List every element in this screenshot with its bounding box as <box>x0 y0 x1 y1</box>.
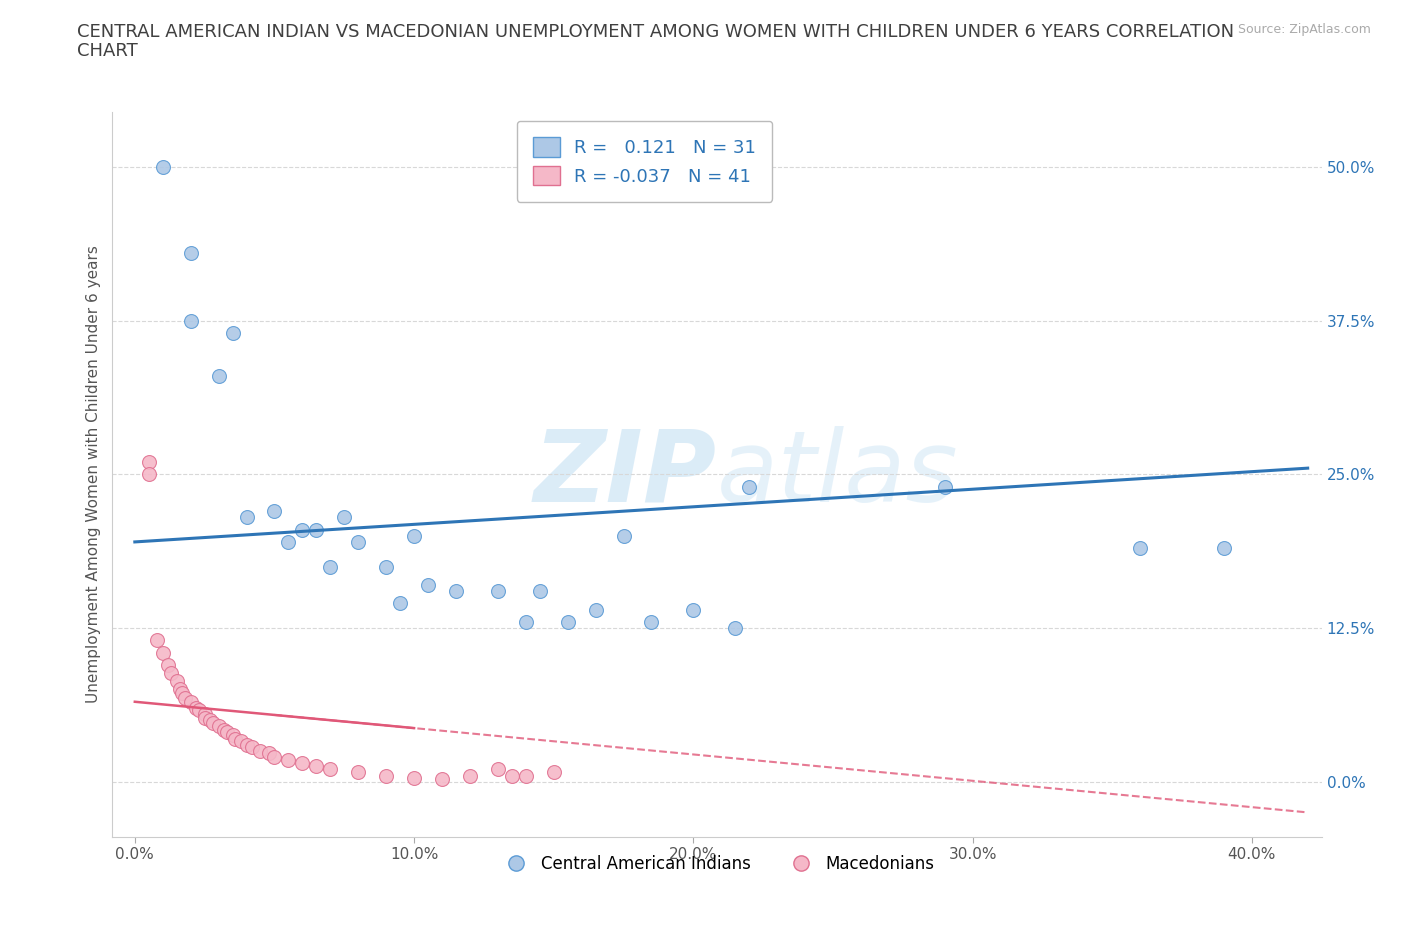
Point <box>543 764 565 779</box>
Point <box>180 246 202 260</box>
Point <box>207 368 229 383</box>
Point <box>152 159 174 174</box>
Point <box>291 756 314 771</box>
Point <box>319 559 342 574</box>
Point <box>458 768 481 783</box>
Point <box>486 762 509 777</box>
Point <box>585 602 607 617</box>
Point <box>640 615 662 630</box>
Point <box>221 326 243 340</box>
Point <box>404 528 426 543</box>
Point <box>557 615 579 630</box>
Point <box>501 768 523 783</box>
Point <box>515 615 537 630</box>
Text: ZIP: ZIP <box>534 426 717 523</box>
Point <box>375 768 398 783</box>
Legend: Central American Indians, Macedonians: Central American Indians, Macedonians <box>492 848 942 880</box>
Point <box>202 715 225 730</box>
Point <box>416 578 439 592</box>
Point <box>724 620 747 635</box>
Point <box>138 455 160 470</box>
Point <box>146 632 169 647</box>
Point <box>333 510 356 525</box>
Point <box>229 734 252 749</box>
Point <box>1129 540 1152 555</box>
Point <box>138 467 160 482</box>
Point <box>277 752 299 767</box>
Point <box>188 703 211 718</box>
Point <box>612 528 634 543</box>
Point <box>180 313 202 328</box>
Point <box>221 727 243 742</box>
Point <box>212 723 235 737</box>
Point <box>169 682 191 697</box>
Point <box>152 645 174 660</box>
Point <box>249 743 271 758</box>
Point <box>200 712 222 727</box>
Text: CENTRAL AMERICAN INDIAN VS MACEDONIAN UNEMPLOYMENT AMONG WOMEN WITH CHILDREN UND: CENTRAL AMERICAN INDIAN VS MACEDONIAN UN… <box>77 23 1234 41</box>
Point <box>444 584 467 599</box>
Point <box>186 700 208 715</box>
Y-axis label: Unemployment Among Women with Children Under 6 years: Unemployment Among Women with Children U… <box>86 246 101 703</box>
Point <box>160 666 183 681</box>
Point <box>235 737 257 752</box>
Point <box>934 479 956 494</box>
Point <box>319 762 342 777</box>
Point <box>172 685 194 700</box>
Point <box>224 731 246 746</box>
Point <box>404 771 426 786</box>
Point <box>263 504 285 519</box>
Point <box>207 719 229 734</box>
Point <box>347 535 370 550</box>
Point <box>194 707 217 722</box>
Text: CHART: CHART <box>77 42 138 60</box>
Point <box>682 602 704 617</box>
Text: atlas: atlas <box>717 426 959 523</box>
Point <box>738 479 761 494</box>
Point <box>263 750 285 764</box>
Point <box>257 746 280 761</box>
Point <box>194 711 217 725</box>
Point <box>389 596 412 611</box>
Point <box>174 691 197 706</box>
Point <box>430 772 453 787</box>
Point <box>305 758 328 773</box>
Point <box>240 739 263 754</box>
Point <box>291 522 314 537</box>
Point <box>529 584 551 599</box>
Point <box>375 559 398 574</box>
Point <box>277 535 299 550</box>
Point <box>157 658 180 672</box>
Point <box>215 725 238 740</box>
Point <box>305 522 328 537</box>
Text: Source: ZipAtlas.com: Source: ZipAtlas.com <box>1237 23 1371 36</box>
Point <box>347 764 370 779</box>
Point <box>515 768 537 783</box>
Point <box>235 510 257 525</box>
Point <box>180 695 202 710</box>
Point <box>1212 540 1234 555</box>
Point <box>166 673 188 688</box>
Point <box>486 584 509 599</box>
